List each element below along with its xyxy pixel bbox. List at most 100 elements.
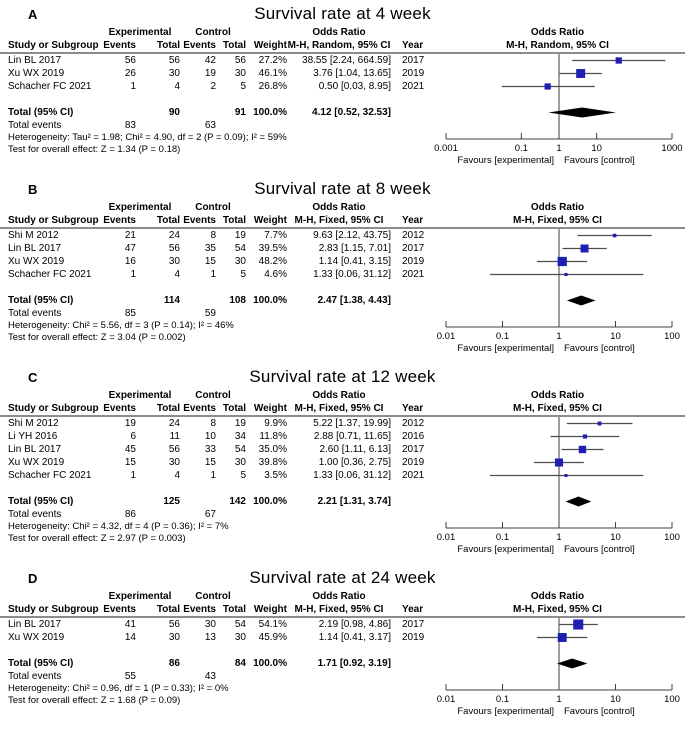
axis-tick-label: 0.1 — [496, 331, 509, 342]
experimental-total-value: 24 — [168, 230, 180, 241]
control-total-value: 54 — [234, 619, 246, 630]
study-row: Lin BL 2017 45 56 33 54 35.0% 2.60 [1.11, 6.13… — [0, 443, 430, 456]
total-or-ci: 1.71 [0.92, 3.19] — [317, 658, 391, 669]
table-header-groups-row: Experimental Control Odds Ratio — [0, 201, 430, 214]
plot-body: 0.01 0.1 1 10 100 Favours [experimental] Favou… — [430, 417, 685, 556]
control-total-column-header: Total — [222, 40, 246, 51]
study-name: Xu WX 2019 — [8, 457, 65, 468]
control-total-value: 30 — [234, 457, 246, 468]
experimental-group-header: Experimental — [108, 202, 172, 213]
study-year-value: 2017 — [402, 444, 425, 455]
year-column-header: Year — [402, 403, 424, 414]
overall-effect-text: Test for overall effect: Z = 1.34 (P = 0… — [8, 144, 181, 155]
study-weight-value: 39.5% — [258, 243, 287, 254]
study-row: Xu WX 2019 16 30 15 30 48.2% 1.14 [0.41, 3.15]… — [0, 255, 430, 268]
study-or-ci-value: 1.00 [0.36, 2.75] — [318, 457, 391, 468]
total-events-row: Total events 86 67 — [0, 508, 430, 521]
total-events-experimental: 85 — [124, 308, 136, 319]
study-name: Lin BL 2017 — [8, 243, 62, 254]
experimental-events-value: 16 — [124, 256, 136, 267]
spacer-row — [0, 281, 430, 294]
control-events-value: 33 — [204, 444, 216, 455]
effect-model-column-header: M-H, Random, 95% CI — [287, 40, 391, 51]
axis-tick-label: 10 — [591, 143, 602, 154]
experimental-events-column-header: Events — [103, 40, 136, 51]
or-square — [564, 474, 568, 477]
plot-header: Odds Ratio M-H, Fixed, 95% CI — [430, 389, 685, 417]
control-events-value: 8 — [210, 230, 216, 241]
experimental-total-column-header: Total — [156, 604, 180, 615]
forest-plot-c: 0.01 0.1 1 10 100 Favours [experimental] Favou… — [437, 417, 680, 555]
table-body: Shi M 2012 21 24 8 19 7.7% 9.63 [2.12, 43.75] 2… — [0, 229, 430, 355]
control-events-value: 19 — [204, 68, 216, 79]
study-row: Lin BL 2017 47 56 35 54 39.5% 2.83 [1.15, 7.01… — [0, 242, 430, 255]
plot-effect-model-header: M-H, Fixed, 95% CI — [513, 604, 602, 615]
experimental-events-value: 19 — [124, 418, 136, 429]
spacer-row — [0, 482, 430, 495]
spacer-row — [0, 93, 430, 106]
axis-tick-label: 10 — [610, 331, 621, 342]
experimental-events-column-header: Events — [103, 215, 136, 226]
control-total-value: 54 — [234, 444, 246, 455]
study-name: Lin BL 2017 — [8, 444, 62, 455]
experimental-total-value: 30 — [168, 632, 180, 643]
control-total-value: 30 — [234, 68, 246, 79]
study-name: Xu WX 2019 — [8, 68, 65, 79]
total-experimental-total: 114 — [163, 295, 180, 306]
panel-title: Survival rate at 4 week — [254, 4, 431, 23]
control-group-header: Control — [195, 390, 231, 401]
study-weight-value: 26.8% — [258, 81, 287, 92]
control-total-value: 5 — [240, 470, 246, 481]
control-total-value: 19 — [234, 230, 246, 241]
study-weight-value: 4.6% — [264, 269, 287, 280]
plot-header: Odds Ratio M-H, Fixed, 95% CI — [430, 201, 685, 229]
total-events-label: Total events — [8, 308, 62, 319]
panel-label: C — [28, 370, 38, 385]
study-or-ci-value: 0.50 [0.03, 8.95] — [318, 81, 391, 92]
panel-titlebar: B Survival rate at 8 week — [0, 177, 685, 201]
heterogeneity-text: Heterogeneity: Chi² = 4.32, df = 4 (P = … — [8, 521, 229, 532]
total-weight: 100.0% — [253, 295, 287, 306]
total-row: Total (95% CI) 114 108 100.0% 2.47 [1.38, 4.… — [0, 294, 430, 307]
summary-diamond — [566, 295, 596, 306]
study-or-ci-value: 2.60 [1.11, 6.13] — [319, 444, 391, 455]
control-events-value: 10 — [204, 431, 216, 442]
experimental-total-column-header: Total — [156, 40, 180, 51]
control-total-column-header: Total — [222, 604, 246, 615]
study-name: Schacher FC 2021 — [8, 269, 92, 280]
panel-titlebar: D Survival rate at 24 week — [0, 566, 685, 590]
study-year-value: 2017 — [402, 55, 425, 66]
odds-ratio-header: Odds Ratio — [312, 390, 366, 401]
panel-grid: Experimental Control Odds Ratio Study or Su… — [0, 201, 685, 355]
control-total-value: 5 — [240, 269, 246, 280]
heterogeneity-text: Heterogeneity: Chi² = 0.96, df = 1 (P = … — [8, 683, 229, 694]
experimental-events-value: 1 — [130, 470, 136, 481]
panel-grid: Experimental Control Odds Ratio Study or Su… — [0, 26, 685, 167]
study-name: Shi M 2012 — [8, 418, 59, 429]
panel-titlebar: C Survival rate at 12 week — [0, 365, 685, 389]
axis-tick-label: 0.1 — [515, 143, 528, 154]
forest-plot-d: 0.01 0.1 1 10 100 Favours [experimental] Favou… — [437, 618, 680, 717]
study-column-header: Study or Subgroup — [8, 40, 99, 51]
control-events-value: 15 — [204, 457, 216, 468]
study-name: Lin BL 2017 — [8, 619, 62, 630]
weight-column-header: Weight — [253, 604, 287, 615]
or-square — [580, 244, 589, 253]
study-weight-value: 27.2% — [258, 55, 287, 66]
table-body: Lin BL 2017 41 56 30 54 54.1% 2.19 [0.98, 4.86… — [0, 618, 430, 718]
study-or-ci-value: 1.14 [0.41, 3.15] — [318, 256, 391, 267]
experimental-group-header: Experimental — [108, 390, 172, 401]
panel-d: D Survival rate at 24 week Experimental Con… — [0, 566, 685, 718]
axis-tick-label: 1 — [556, 331, 561, 342]
total-control-total: 84 — [234, 658, 246, 669]
or-square — [582, 434, 588, 439]
experimental-events-value: 45 — [124, 444, 136, 455]
total-events-control: 67 — [204, 509, 216, 520]
control-group-header: Control — [195, 591, 231, 602]
or-square — [578, 445, 587, 454]
total-events-experimental: 83 — [124, 120, 136, 131]
control-events-column-header: Events — [183, 604, 216, 615]
odds-ratio-header: Odds Ratio — [312, 591, 366, 602]
axis-tick-label: 1 — [556, 143, 561, 154]
favours-experimental-label: Favours [experimental] — [457, 544, 554, 555]
